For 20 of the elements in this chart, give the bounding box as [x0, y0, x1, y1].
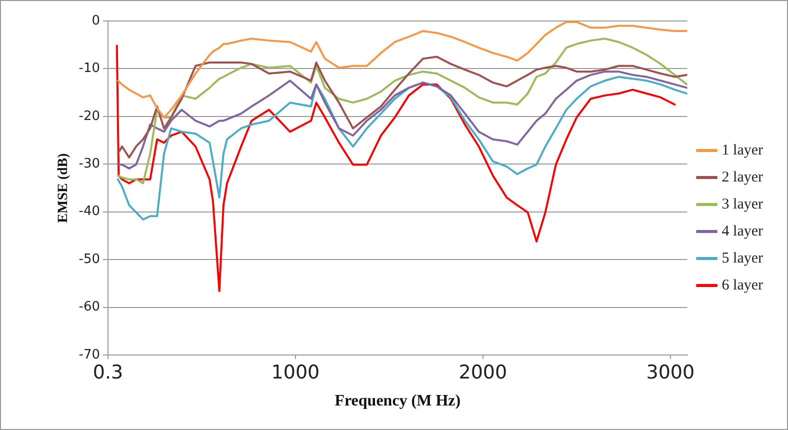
y-tick-label: 0: [92, 13, 100, 28]
y-tick-label: -60: [78, 300, 100, 315]
y-tick-label: -30: [78, 156, 100, 172]
x-tick-label: 0.3: [92, 361, 124, 384]
x-tick-label: 2000: [458, 361, 508, 384]
y-tick-label: -70: [78, 347, 100, 362]
y-tick-label: -50: [78, 252, 100, 267]
legend-label: 3 layer: [722, 196, 764, 212]
x-tick-label: 3000: [646, 361, 695, 384]
y-tick-label: -40: [78, 204, 100, 220]
legend-label: 4 layer: [722, 223, 764, 240]
y-tick-label: -10: [78, 61, 100, 76]
legend-label: 6 layer: [722, 277, 764, 294]
x-tick-label: 1000: [271, 361, 320, 384]
x-axis-title: Frequency (M Hz): [334, 392, 461, 410]
y-axis-title: EMSE (dB): [56, 152, 72, 223]
legend-label: 1 layer: [722, 142, 764, 158]
y-tick-label: -20: [78, 108, 100, 124]
legend-label: 5 layer: [722, 250, 764, 266]
legend-label: 2 layer: [722, 169, 764, 186]
